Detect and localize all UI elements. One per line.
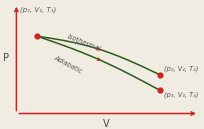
Text: Isothermal: Isothermal	[66, 33, 101, 52]
Text: P: P	[3, 53, 9, 63]
Text: (p₁, V₁, T₁): (p₁, V₁, T₁)	[20, 6, 57, 13]
Text: (p₂, V₂, T₂): (p₂, V₂, T₂)	[163, 66, 197, 72]
Point	[157, 89, 161, 91]
Text: V: V	[103, 119, 109, 129]
Text: Adiabatic: Adiabatic	[52, 55, 82, 74]
Text: (p₃, V₃, T₃): (p₃, V₃, T₃)	[163, 92, 197, 98]
Point	[157, 74, 161, 76]
Point	[35, 35, 38, 37]
